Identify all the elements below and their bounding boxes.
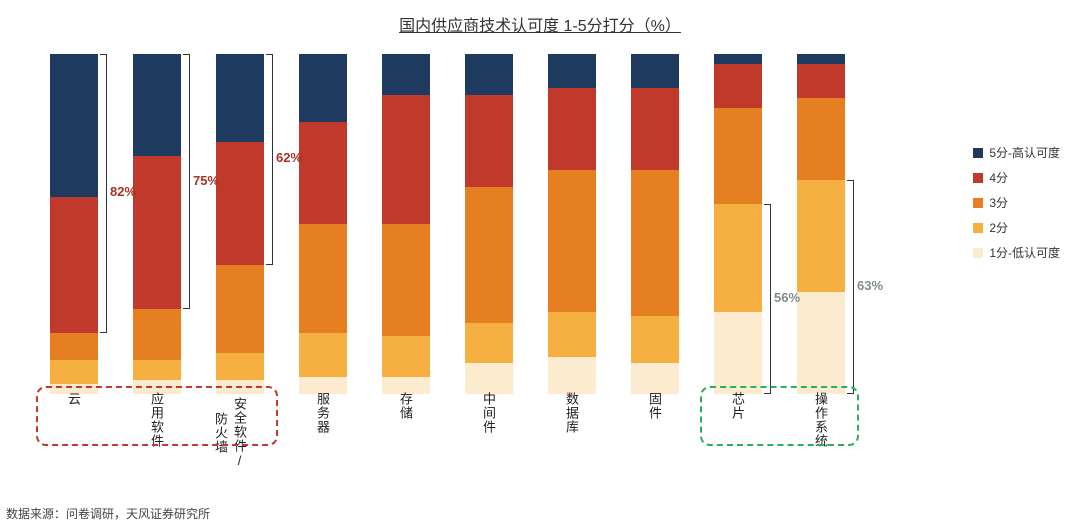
bar-col-7: [631, 54, 679, 394]
seg-s5: [382, 54, 430, 95]
annotation-label: 82%: [110, 184, 136, 199]
seg-s4: [382, 95, 430, 224]
seg-s5: [133, 54, 181, 156]
seg-s2: [797, 180, 845, 292]
seg-s3: [714, 108, 762, 203]
seg-s4: [631, 88, 679, 170]
bracket: [847, 180, 854, 394]
seg-s3: [631, 170, 679, 316]
seg-s4: [133, 156, 181, 309]
legend-swatch: [973, 198, 983, 208]
seg-s2: [465, 323, 513, 364]
annotation-label: 62%: [276, 150, 302, 165]
x-label: 固件: [646, 392, 664, 420]
bracket: [764, 204, 771, 394]
seg-s4: [50, 197, 98, 333]
bracket: [266, 54, 273, 265]
seg-s2: [133, 360, 181, 380]
legend-item: 2分: [973, 219, 1060, 236]
legend-swatch: [973, 223, 983, 233]
seg-s5: [216, 54, 264, 142]
bar-col-8: [714, 54, 762, 394]
seg-s4: [714, 64, 762, 108]
group-box: [700, 386, 859, 446]
bar-col-5: [465, 54, 513, 394]
legend-label: 2分: [989, 219, 1008, 236]
legend-swatch: [973, 148, 983, 158]
x-label: 服务器: [314, 392, 332, 434]
seg-s5: [50, 54, 98, 197]
annotation-label: 56%: [774, 290, 800, 305]
seg-s5: [465, 54, 513, 95]
seg-s3: [216, 265, 264, 353]
seg-s4: [216, 142, 264, 264]
bar-col-0: [50, 54, 98, 394]
source-text: 数据来源：问卷调研，天风证券研究所: [6, 505, 210, 522]
seg-s1: [714, 312, 762, 394]
seg-s2: [382, 336, 430, 377]
seg-s1: [631, 363, 679, 394]
seg-s2: [299, 333, 347, 377]
legend-swatch: [973, 173, 983, 183]
seg-s3: [382, 224, 430, 336]
seg-s3: [465, 187, 513, 323]
bar-col-2: [216, 54, 264, 394]
bar-col-3: [299, 54, 347, 394]
x-label: 数据库: [563, 392, 581, 434]
seg-s5: [299, 54, 347, 122]
seg-s1: [797, 292, 845, 394]
group-box: [36, 386, 278, 446]
seg-s3: [299, 224, 347, 333]
seg-s4: [797, 64, 845, 98]
seg-s5: [548, 54, 596, 88]
seg-s5: [631, 54, 679, 88]
annotation-label: 63%: [857, 278, 883, 293]
seg-s1: [465, 363, 513, 394]
legend-swatch: [973, 248, 983, 258]
seg-s2: [714, 204, 762, 313]
seg-s2: [631, 316, 679, 364]
legend-item: 3分: [973, 194, 1060, 211]
bar-col-6: [548, 54, 596, 394]
chart-title: 国内供应商技术认可度 1-5分打分（%）: [0, 0, 1080, 44]
legend-label: 1分-低认可度: [989, 244, 1060, 261]
bar-col-1: [133, 54, 181, 394]
seg-s2: [548, 312, 596, 356]
legend-item: 1分-低认可度: [973, 244, 1060, 261]
chart-wrap: 云应用软件安全软件/防火墙服务器存储中间件数据库固件芯片操作系统 5分-高认可度…: [10, 44, 1070, 474]
seg-s3: [50, 333, 98, 360]
seg-s4: [465, 95, 513, 187]
legend-label: 3分: [989, 194, 1008, 211]
annotation-label: 75%: [193, 173, 219, 188]
seg-s5: [797, 54, 845, 64]
legend-item: 5分-高认可度: [973, 144, 1060, 161]
seg-s3: [133, 309, 181, 360]
legend-label: 5分-高认可度: [989, 144, 1060, 161]
seg-s4: [299, 122, 347, 224]
seg-s5: [714, 54, 762, 64]
bracket: [183, 54, 190, 309]
seg-s2: [50, 360, 98, 384]
seg-s3: [797, 98, 845, 180]
plot-area: [40, 54, 870, 394]
seg-s1: [548, 357, 596, 394]
legend: 5分-高认可度 4分 3分 2分 1分-低认可度: [973, 144, 1060, 269]
seg-s2: [216, 353, 264, 380]
seg-s3: [548, 170, 596, 313]
legend-label: 4分: [989, 169, 1008, 186]
seg-s4: [548, 88, 596, 170]
legend-item: 4分: [973, 169, 1060, 186]
x-label: 中间件: [480, 392, 498, 434]
bracket: [100, 54, 107, 333]
x-label: 存储: [397, 392, 415, 420]
bar-col-4: [382, 54, 430, 394]
bar-col-9: [797, 54, 845, 394]
